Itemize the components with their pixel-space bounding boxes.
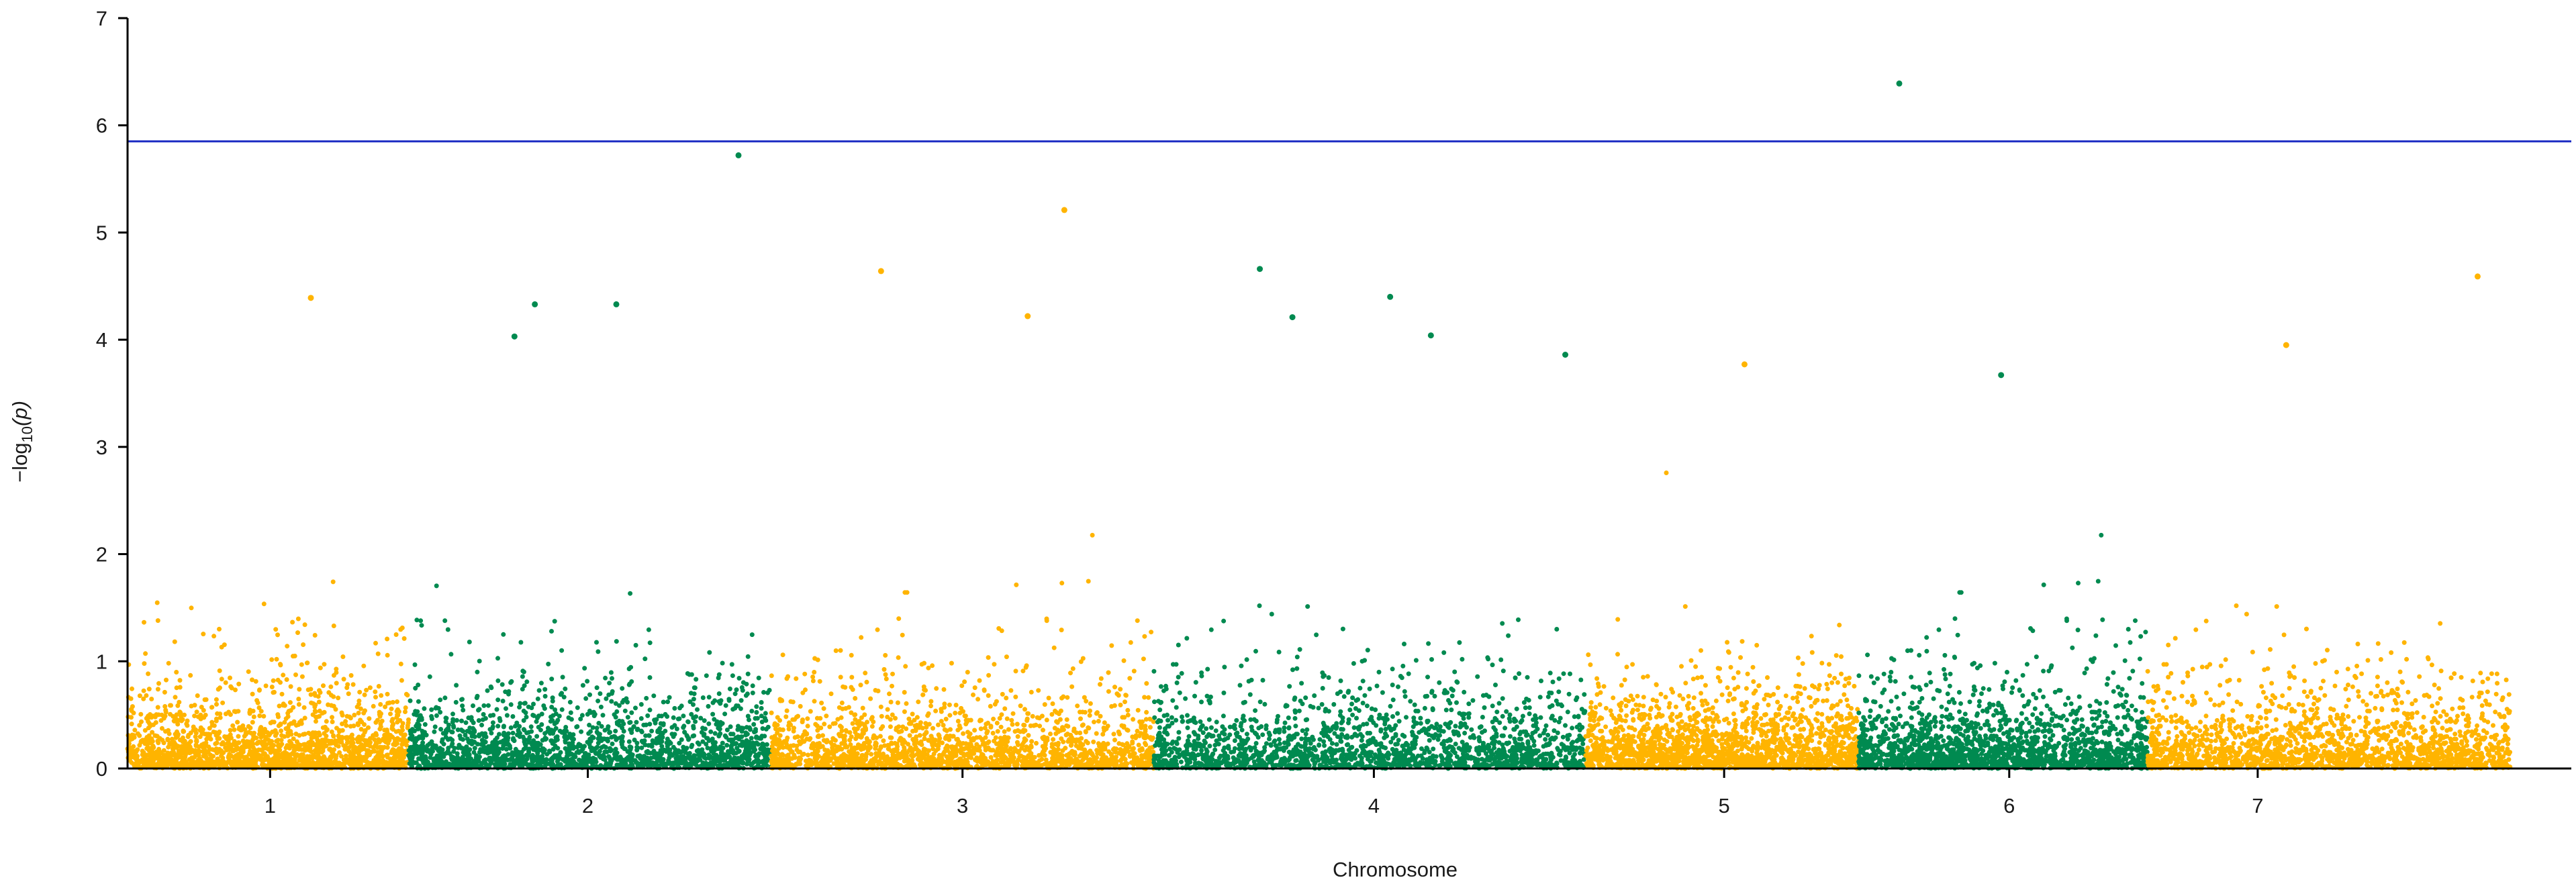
y-tick-label-5: 5 (96, 221, 107, 244)
chromosome-band-1 (125, 579, 411, 771)
x-tick-label-4: 4 (1368, 794, 1380, 817)
peak-point-3 (613, 301, 620, 307)
peak-point-5 (511, 333, 518, 340)
x-tick-label-3: 3 (957, 794, 968, 817)
chromosome-band-7 (2145, 603, 2513, 771)
peak-point-14 (1741, 361, 1748, 368)
x-tick-label-1: 1 (265, 794, 276, 817)
chromosome-band-5 (1583, 470, 1861, 771)
data-points (125, 80, 2513, 771)
y-tick-label-2: 2 (96, 543, 107, 566)
peak-point-4 (532, 301, 538, 307)
peak-point-11 (1387, 293, 1394, 300)
peak-point-10 (1289, 314, 1296, 321)
peak-point-15 (1896, 80, 1903, 87)
y-tick-label-6: 6 (96, 114, 107, 138)
y-tick-label-7: 7 (96, 7, 107, 30)
x-tick-label-2: 2 (582, 794, 593, 817)
axes: 0 1 2 3 4 5 6 7 1 2 3 4 5 6 7 (96, 7, 2571, 817)
x-tick-label-5: 5 (1719, 794, 1730, 817)
peak-point-6 (307, 295, 314, 301)
y-tick-label-0: 0 (96, 757, 107, 781)
y-tick-label-1: 1 (96, 650, 107, 673)
peak-point-1 (735, 152, 742, 158)
y-axis-label: −log10(p) (8, 401, 36, 483)
x-axis-label: Chromosome (1333, 858, 1458, 881)
y-tick-label-4: 4 (96, 328, 107, 352)
peak-point-18 (2474, 273, 2481, 280)
chromosome-band-3 (769, 532, 1157, 771)
peak-point-2 (1061, 207, 1067, 213)
peak-point-16 (1998, 372, 2005, 379)
chromosome-band-6 (1856, 532, 2150, 771)
peak-point-12 (1427, 332, 1434, 339)
y-tick-label-3: 3 (96, 436, 107, 459)
peak-point-9 (1257, 266, 1263, 272)
chromosome-band-4 (1151, 603, 1588, 771)
peak-point-7 (877, 268, 884, 275)
chromosome-band-2 (406, 583, 773, 771)
peak-point-13 (1562, 352, 1569, 358)
peak-point-17 (2283, 342, 2289, 348)
x-tick-label-6: 6 (2003, 794, 2015, 817)
peak-point-8 (1024, 313, 1031, 319)
x-tick-label-7: 7 (2252, 794, 2263, 817)
